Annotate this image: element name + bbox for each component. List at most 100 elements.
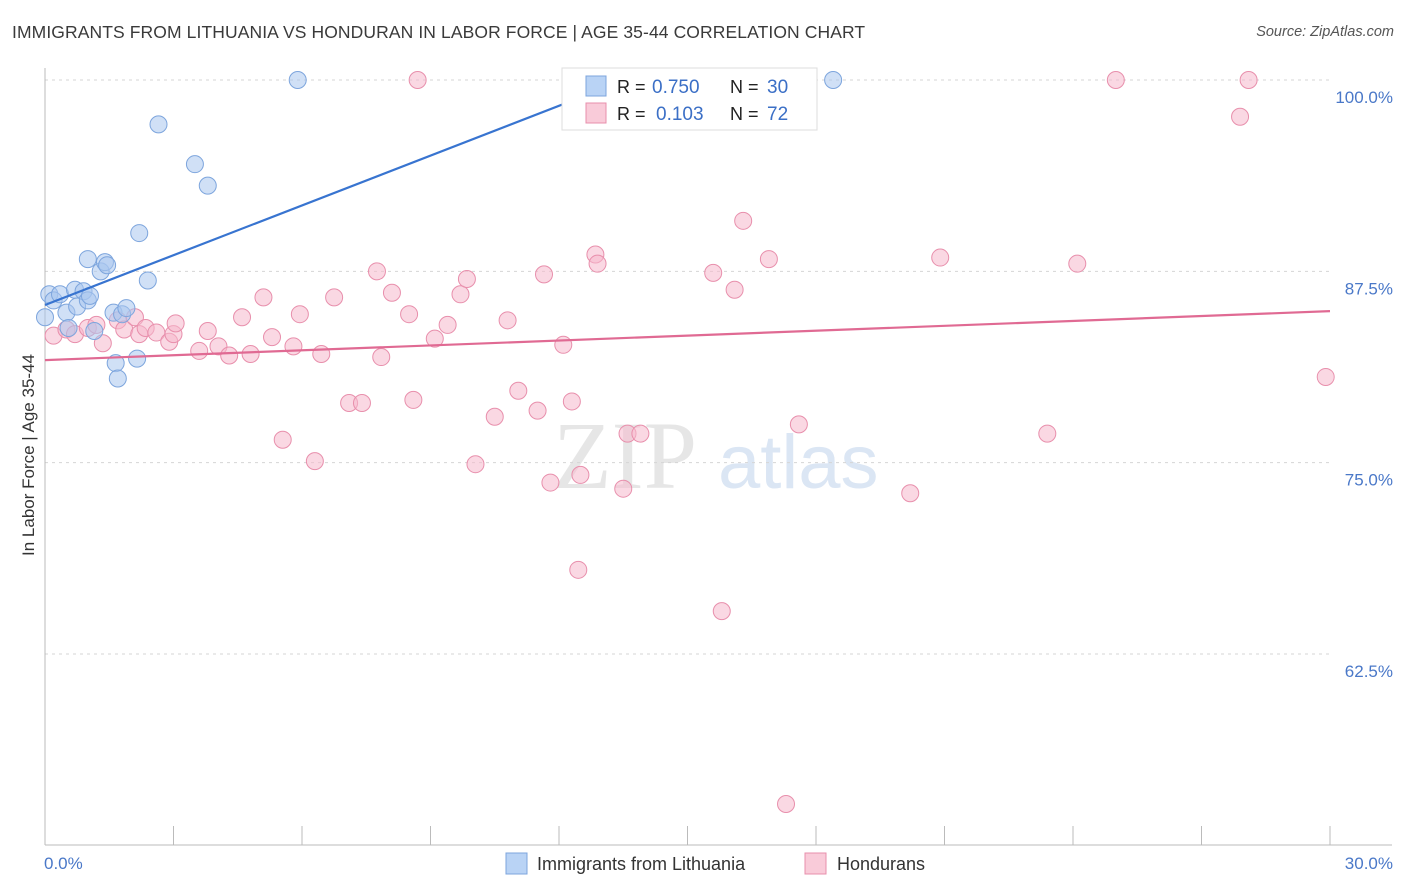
y-axis-label: In Labor Force | Age 35-44 [19,354,38,556]
point-hondurans [382,283,401,302]
series-legend-label-hondurans: Hondurans [837,854,925,874]
point-hondurans [562,392,581,411]
point-hondurans [400,305,419,324]
series-legend-swatch-hondurans [804,852,827,875]
legend-r-label-hondurans: R = [617,104,646,124]
point-hondurans [614,479,633,498]
point-hondurans [438,315,457,334]
point-hondurans [220,346,239,365]
point-hondurans [734,211,753,230]
point-hondurans [404,390,423,409]
series-legend-swatch-lithuania [505,852,528,875]
axes [44,68,1392,846]
series-lithuania [36,71,843,388]
legend-r-value-lithuania: 0.750 [652,77,700,98]
point-hondurans [263,328,282,347]
point-hondurans [367,262,386,281]
point-hondurans [233,308,252,327]
series-hondurans [44,71,1335,814]
point-hondurans [290,305,309,324]
point-lithuania [149,115,168,134]
point-lithuania [117,299,136,318]
legend-r-value-hondurans: 0.103 [656,104,704,125]
point-lithuania [824,71,843,89]
point-hondurans [190,341,209,360]
point-lithuania [36,308,54,327]
series-legend: Immigrants from Lithuania Hondurans [505,852,925,875]
point-hondurans [451,285,470,304]
point-hondurans [725,280,744,299]
y-tick-labels: 100.0% 87.5% 75.0% 62.5% [1335,88,1393,681]
x-tick-labels: 0.0% 30.0% [44,854,1393,873]
point-hondurans [704,263,723,282]
point-hondurans [528,401,547,420]
y-tick-label: 100.0% [1335,88,1393,107]
trendlines [44,68,1331,362]
point-hondurans [305,452,324,471]
point-hondurans [93,334,112,353]
chart-source: Source: ZipAtlas.com [1256,24,1394,40]
point-hondurans [425,329,444,348]
series-legend-label-lithuania: Immigrants from Lithuania [537,854,746,874]
point-hondurans [541,473,560,492]
point-lithuania [138,271,157,290]
point-hondurans [312,344,331,363]
legend-swatch-lithuania [585,75,607,97]
point-hondurans [901,484,920,503]
point-hondurans [571,465,590,484]
point-hondurans [372,348,391,367]
point-hondurans [466,455,485,474]
point-hondurans [509,381,528,400]
point-hondurans [352,393,371,412]
point-lithuania [130,224,149,243]
legend-n-value-hondurans: 72 [767,104,788,125]
stats-legend: R = 0.750 N = 30 R = 0.103 N = 72 [561,67,818,131]
point-hondurans [254,288,273,307]
watermark: ZIP atlas [553,402,879,509]
point-hondurans [498,311,517,330]
point-hondurans [1038,424,1057,443]
point-hondurans [284,337,303,356]
point-hondurans [1068,254,1087,273]
point-hondurans [1231,107,1250,126]
legend-swatch-hondurans [585,102,607,124]
point-hondurans [569,560,588,579]
gridlines [45,79,1330,655]
point-hondurans [535,265,554,284]
point-hondurans [554,335,573,354]
y-tick-label: 75.0% [1345,471,1393,490]
x-tick-label: 0.0% [44,854,83,873]
point-hondurans [198,322,217,341]
point-lithuania [98,256,117,275]
point-lithuania [59,318,78,337]
point-lithuania [128,349,147,368]
point-lithuania [85,322,104,341]
point-hondurans [241,344,260,363]
point-hondurans [631,424,650,443]
point-hondurans [759,250,778,269]
point-lithuania [198,176,217,195]
point-lithuania [185,155,204,174]
point-hondurans [712,602,731,621]
point-hondurans [588,254,607,273]
point-hondurans [273,430,292,449]
point-hondurans [457,269,476,288]
legend-n-label-hondurans: N = [730,104,759,124]
trendline-hondurans [44,310,1331,362]
legend-r-label-lithuania: R = [617,77,646,97]
point-hondurans [408,71,427,89]
point-lithuania [288,71,307,89]
x-tick-label: 30.0% [1345,854,1393,873]
y-tick-label: 87.5% [1345,279,1393,298]
chart-title: IMMIGRANTS FROM LITHUANIA VS HONDURAN IN… [12,22,866,42]
point-hondurans [325,288,344,307]
point-hondurans [777,795,796,814]
point-hondurans [789,415,808,434]
point-hondurans [166,314,185,333]
legend-n-label-lithuania: N = [730,77,759,97]
point-hondurans [931,248,950,267]
point-hondurans [1316,367,1335,386]
point-lithuania [108,369,127,388]
trendline-lithuania [44,68,654,307]
